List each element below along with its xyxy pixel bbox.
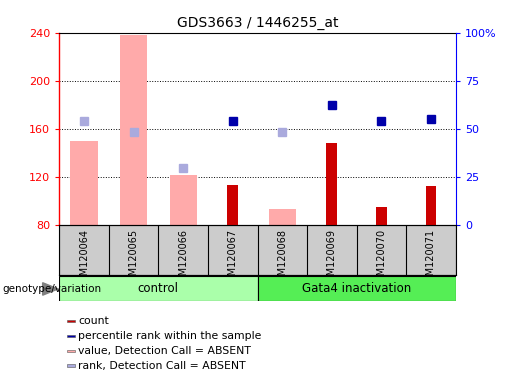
Bar [169, 175, 197, 225]
Bar [67, 349, 76, 352]
Polygon shape [43, 283, 58, 295]
Bar [227, 185, 238, 225]
Bar [376, 207, 387, 225]
Text: genotype/variation: genotype/variation [3, 284, 101, 294]
Bar [120, 35, 147, 225]
Bar [269, 209, 296, 225]
Bar [67, 364, 76, 367]
Bar [67, 335, 76, 337]
Bar [59, 276, 258, 301]
Text: Gata4 inactivation: Gata4 inactivation [302, 283, 411, 295]
Text: GSM120068: GSM120068 [277, 228, 287, 288]
Text: value, Detection Call = ABSENT: value, Detection Call = ABSENT [78, 346, 251, 356]
Text: control: control [138, 283, 179, 295]
Text: GSM120066: GSM120066 [178, 228, 188, 288]
Bar [327, 143, 337, 225]
Text: rank, Detection Call = ABSENT: rank, Detection Call = ABSENT [78, 361, 246, 371]
Bar [71, 141, 98, 225]
Text: GSM120071: GSM120071 [426, 228, 436, 288]
Bar [258, 276, 456, 301]
Text: GSM120067: GSM120067 [228, 228, 238, 288]
Text: percentile rank within the sample: percentile rank within the sample [78, 331, 262, 341]
Text: GSM120069: GSM120069 [327, 228, 337, 288]
Text: count: count [78, 316, 109, 326]
Text: GSM120070: GSM120070 [376, 228, 386, 288]
Title: GDS3663 / 1446255_at: GDS3663 / 1446255_at [177, 16, 338, 30]
Text: GSM120065: GSM120065 [129, 228, 139, 288]
Bar [67, 320, 76, 323]
Bar [425, 186, 436, 225]
Text: GSM120064: GSM120064 [79, 228, 89, 288]
